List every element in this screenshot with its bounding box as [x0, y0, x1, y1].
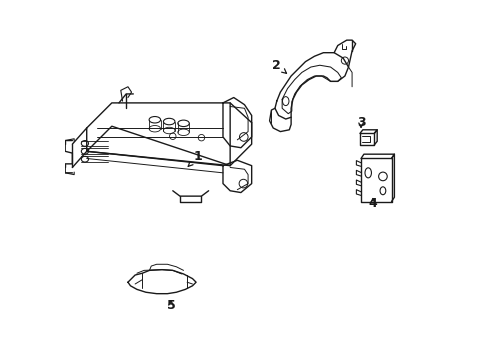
Text: 5: 5 — [166, 299, 175, 312]
Text: 4: 4 — [368, 197, 376, 210]
Text: 1: 1 — [188, 150, 202, 166]
Text: 2: 2 — [272, 59, 286, 73]
Text: 3: 3 — [356, 116, 365, 129]
